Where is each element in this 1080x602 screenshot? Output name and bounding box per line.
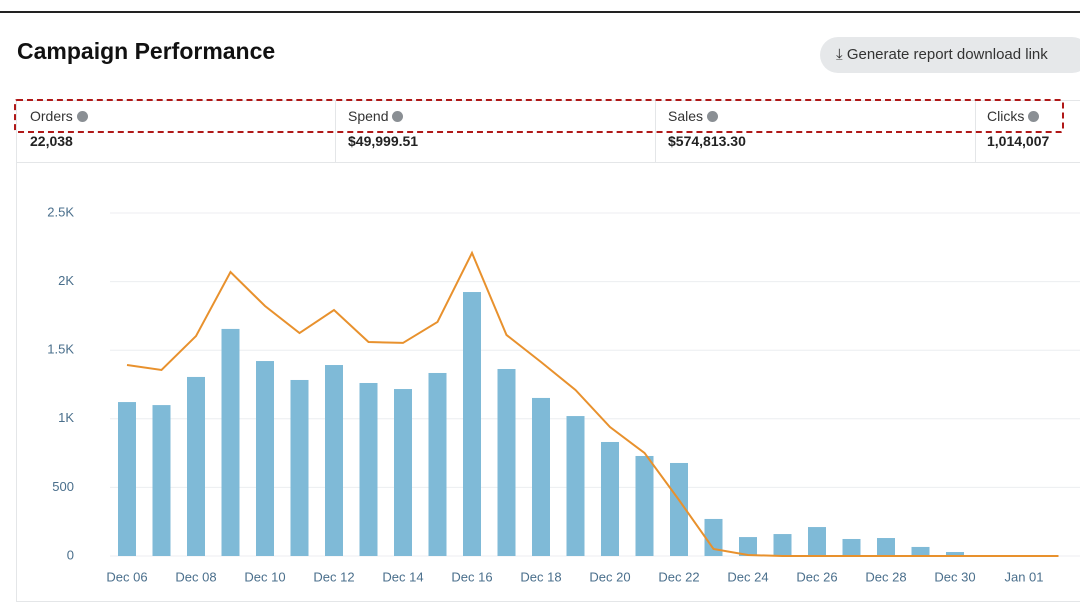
bar (152, 405, 171, 556)
top-border (0, 11, 1080, 13)
x-tick-label: Dec 22 (658, 569, 699, 584)
bar (911, 546, 930, 556)
x-tick-label: Jan 01 (1004, 569, 1043, 584)
x-tick-label: Dec 16 (451, 569, 492, 584)
x-tick-label: Dec 08 (175, 569, 216, 584)
bar (359, 382, 378, 556)
info-icon (392, 111, 404, 122)
x-tick-label: Dec 20 (589, 569, 630, 584)
bar (118, 402, 136, 556)
metric-value: $574,813.30 (668, 133, 746, 149)
y-tick-label: 500 (52, 479, 74, 494)
bar (256, 361, 274, 556)
bar (463, 292, 481, 556)
bar (394, 389, 412, 556)
bar (877, 538, 895, 556)
x-tick-label: Dec 28 (865, 569, 906, 584)
x-tick-label: Dec 18 (520, 569, 561, 584)
x-tick-label: Dec 24 (727, 569, 768, 584)
bar (187, 376, 205, 556)
bar (290, 379, 309, 556)
bar (532, 397, 550, 556)
x-tick-label: Dec 06 (106, 569, 147, 584)
metric-label: Clicks (987, 108, 1025, 124)
page-title: Campaign Performance (17, 38, 276, 64)
report-button[interactable]: ⤓ Generate report download link (820, 37, 1080, 73)
bar (325, 365, 343, 556)
metric-label: Spend (348, 108, 389, 124)
y-tick-label: 2.5K (47, 204, 74, 219)
bar (497, 368, 516, 556)
highlight-box (14, 99, 1064, 133)
bar (635, 455, 654, 556)
bar (670, 462, 688, 556)
info-icon (1028, 111, 1040, 122)
bar (946, 552, 964, 556)
y-tick-label: 1K (58, 410, 74, 425)
bar (428, 372, 447, 556)
bar (566, 416, 585, 556)
separator (16, 162, 1080, 163)
x-tick-label: Dec 30 (934, 569, 975, 584)
metric-label: Orders (30, 108, 73, 124)
bar (601, 441, 619, 556)
info-icon (707, 111, 719, 122)
bar (221, 328, 240, 556)
metric-value: 1,014,007 (987, 133, 1050, 149)
metric-label: Sales (668, 108, 704, 124)
metric-value: $49,999.51 (348, 133, 419, 149)
x-tick-label: Dec 10 (244, 569, 285, 584)
info-icon (76, 111, 88, 122)
y-tick-label: 2K (58, 273, 74, 288)
bar (808, 527, 826, 556)
x-tick-label: Dec 12 (313, 569, 354, 584)
line (126, 250, 1059, 557)
bar (704, 518, 723, 556)
bar (842, 538, 861, 556)
button-label[interactable]: Generate report download link (846, 46, 1048, 63)
x-tick-label: Dec 26 (796, 569, 837, 584)
y-tick-label: 1.5K (47, 342, 74, 357)
bar (739, 537, 757, 556)
x-tick-label: Dec 14 (382, 569, 423, 584)
metric-value: 22,038 (30, 133, 73, 149)
y-tick-label: 0 (67, 547, 74, 562)
bar (773, 534, 792, 556)
